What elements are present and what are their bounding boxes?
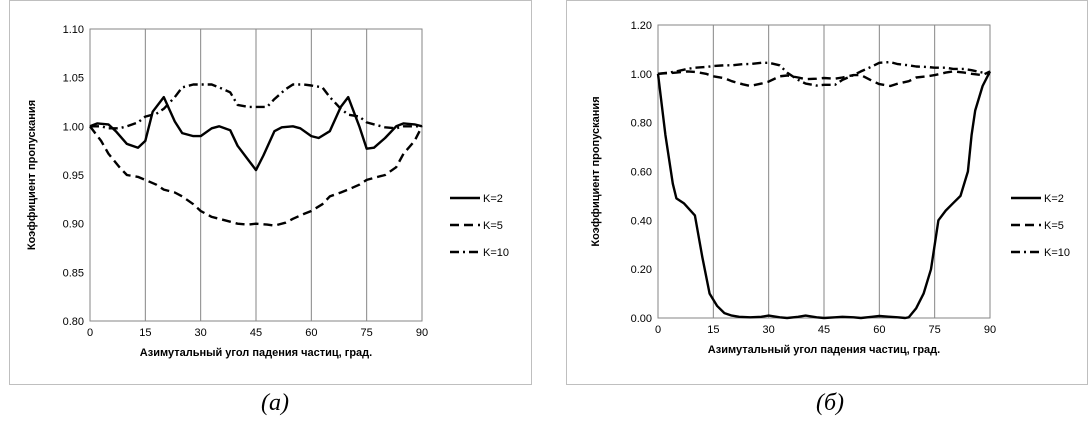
chart1-x-tick-label: 60 [305,327,317,339]
caption-a: (a) [261,390,289,416]
chart2-x-tick-label: 30 [763,324,775,336]
chart2-y-tick-label: 1.00 [631,69,652,81]
chart-panel-a: 0 15 30 45 60 75 90 0.80 0.85 0.90 0.95 1.00 1.05 1.1… [9,0,532,385]
chart2-x-tick-label: 45 [818,324,830,336]
chart1-series-line-k10 [90,83,422,130]
chart1-y-tick-label: 0.90 [63,219,84,231]
chart1-y-tick-label: 1.10 [63,24,84,36]
chart2-x-tick-label: 60 [873,324,885,336]
chart2-y-tick-label: 0.80 [631,118,652,130]
caption-b: (б) [815,390,845,416]
chart-b: 0 15 30 45 60 75 90 0.00 0.20 0.40 0.60 0.80 1.00 1.2… [590,20,1070,356]
chart2-x-axis-title: Азимутальный угол падения частиц, град. [708,344,940,356]
chart1-legend-label: K=5 [483,220,503,232]
chart1-x-axis-title: Азимутальный угол падения частиц, град. [140,347,372,359]
chart2-y-tick-label: 1.20 [631,20,652,32]
chart-panel-b: 0 15 30 45 60 75 90 0.00 0.20 0.40 0.60 0.80 1.00 1.2… [566,0,1088,385]
chart2-legend-label: K=5 [1044,220,1064,232]
chart2-series-line-k10 [657,60,991,87]
chart1-y-tick-label: 1.00 [63,121,84,133]
chart2-legend-label: K=10 [1044,247,1070,259]
chart2-x-tick-label: 0 [655,324,661,336]
chart2-x-tick-label: 75 [929,324,941,336]
chart2-y-tick-label: 0.00 [631,313,652,325]
chart2-x-tick-label: 90 [984,324,996,336]
chart1-legend-label: K=2 [483,193,503,205]
chart1-y-tick-label: 0.80 [63,316,84,328]
chart1-series-line-k2 [89,95,423,172]
chart1-y-tick-label: 1.05 [63,73,84,85]
chart1-series-line-k5 [89,125,424,227]
chart1-legend-label: K=10 [483,247,509,259]
chart1-x-tick-label: 15 [139,327,151,339]
chart1-y-tick-label: 0.95 [63,170,84,182]
chart1-x-tick-label: 0 [87,327,93,339]
chart1-x-tick-label: 30 [195,327,207,339]
chart-a: 0 15 30 45 60 75 90 0.80 0.85 0.90 0.95 1.00 1.05 1.1… [26,24,509,359]
chart2-y-tick-label: 0.20 [631,264,652,276]
chart2-legend-label: K=2 [1044,193,1064,205]
chart1-x-tick-label: 45 [250,327,262,339]
chart1-y-axis-title: Коэффициент пропускания [26,100,38,250]
chart1-x-tick-label: 75 [361,327,373,339]
chart1-x-tick-label: 90 [416,327,428,339]
chart2-series-line-k2 [656,70,992,320]
chart2-series-line-k5 [657,70,991,88]
chart1-y-tick-label: 0.85 [63,267,84,279]
chart2-y-tick-label: 0.40 [631,215,652,227]
chart2-x-tick-label: 15 [707,324,719,336]
chart2-y-axis-title: Коэффициент пропускания [590,96,602,246]
chart2-y-tick-label: 0.60 [631,167,652,179]
